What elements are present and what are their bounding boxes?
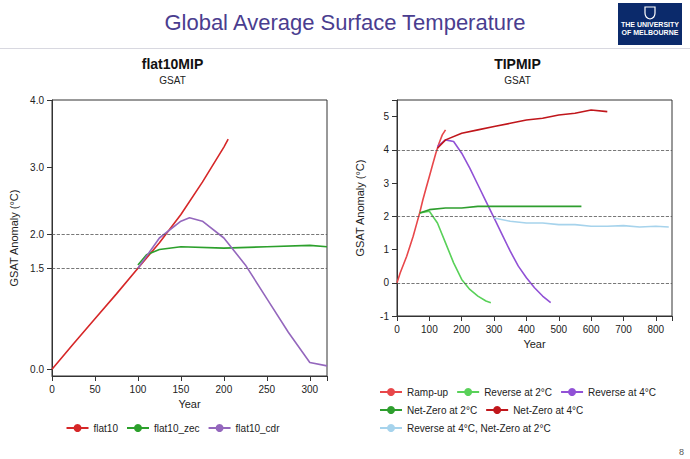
svg-text:Year: Year [523,338,546,350]
svg-text:GSAT Anomaly (°C): GSAT Anomaly (°C) [354,160,366,257]
svg-text:100: 100 [421,324,438,335]
svg-text:flat10_zec: flat10_zec [154,423,200,434]
svg-text:Reverse at 4°C, Net-Zero at 2°: Reverse at 4°C, Net-Zero at 2°C [407,423,551,434]
svg-text:5: 5 [383,111,389,122]
svg-text:3: 3 [383,178,389,189]
svg-text:0: 0 [394,324,400,335]
svg-text:800: 800 [647,324,664,335]
svg-text:3.0: 3.0 [30,162,44,173]
svg-text:2: 2 [383,211,389,222]
svg-text:Net-Zero at 4°C: Net-Zero at 4°C [513,405,583,416]
svg-text:flat10: flat10 [94,423,119,434]
svg-text:Ramp-up: Ramp-up [407,387,449,398]
svg-text:GSAT: GSAT [504,75,530,86]
svg-text:4: 4 [383,144,389,155]
svg-text:500: 500 [550,324,567,335]
svg-text:150: 150 [173,384,190,395]
svg-text:GSAT Anomaly (°C): GSAT Anomaly (°C) [8,190,20,287]
svg-text:Year: Year [178,398,201,410]
svg-text:400: 400 [518,324,535,335]
svg-text:TIPMIP: TIPMIP [494,56,541,72]
svg-text:200: 200 [216,384,233,395]
svg-text:50: 50 [89,384,101,395]
svg-text:1: 1 [383,244,389,255]
svg-text:Reverse at 2°C: Reverse at 2°C [484,387,552,398]
svg-text:flat10_cdr: flat10_cdr [236,423,281,434]
svg-text:2.0: 2.0 [30,229,44,240]
svg-text:0: 0 [49,384,55,395]
svg-text:300: 300 [301,384,318,395]
html-text:THE UNIVERSITY OF MELBOURNE: THE UNIVERSITY OF MELBOURNE [621,21,679,36]
svg-text:1.5: 1.5 [30,263,44,274]
svg-text:250: 250 [259,384,276,395]
svg-text:0: 0 [383,277,389,288]
svg-text:-1: -1 [380,311,389,322]
svg-text:4.0: 4.0 [30,95,44,106]
svg-text:300: 300 [486,324,503,335]
svg-text:700: 700 [615,324,632,335]
svg-text:GSAT: GSAT [159,75,185,86]
svg-text:Reverse at 4°C: Reverse at 4°C [588,387,656,398]
svg-text:Net-Zero at 2°C: Net-Zero at 2°C [407,405,477,416]
svg-text:flat10MIP: flat10MIP [142,56,203,72]
html-text:8: 8 [679,447,684,457]
svg-text:600: 600 [583,324,600,335]
html-text:Global Average Surface Tempera: Global Average Surface Temperature [164,10,526,35]
svg-text:100: 100 [130,384,147,395]
svg-text:200: 200 [453,324,470,335]
svg-text:0.0: 0.0 [30,364,44,375]
